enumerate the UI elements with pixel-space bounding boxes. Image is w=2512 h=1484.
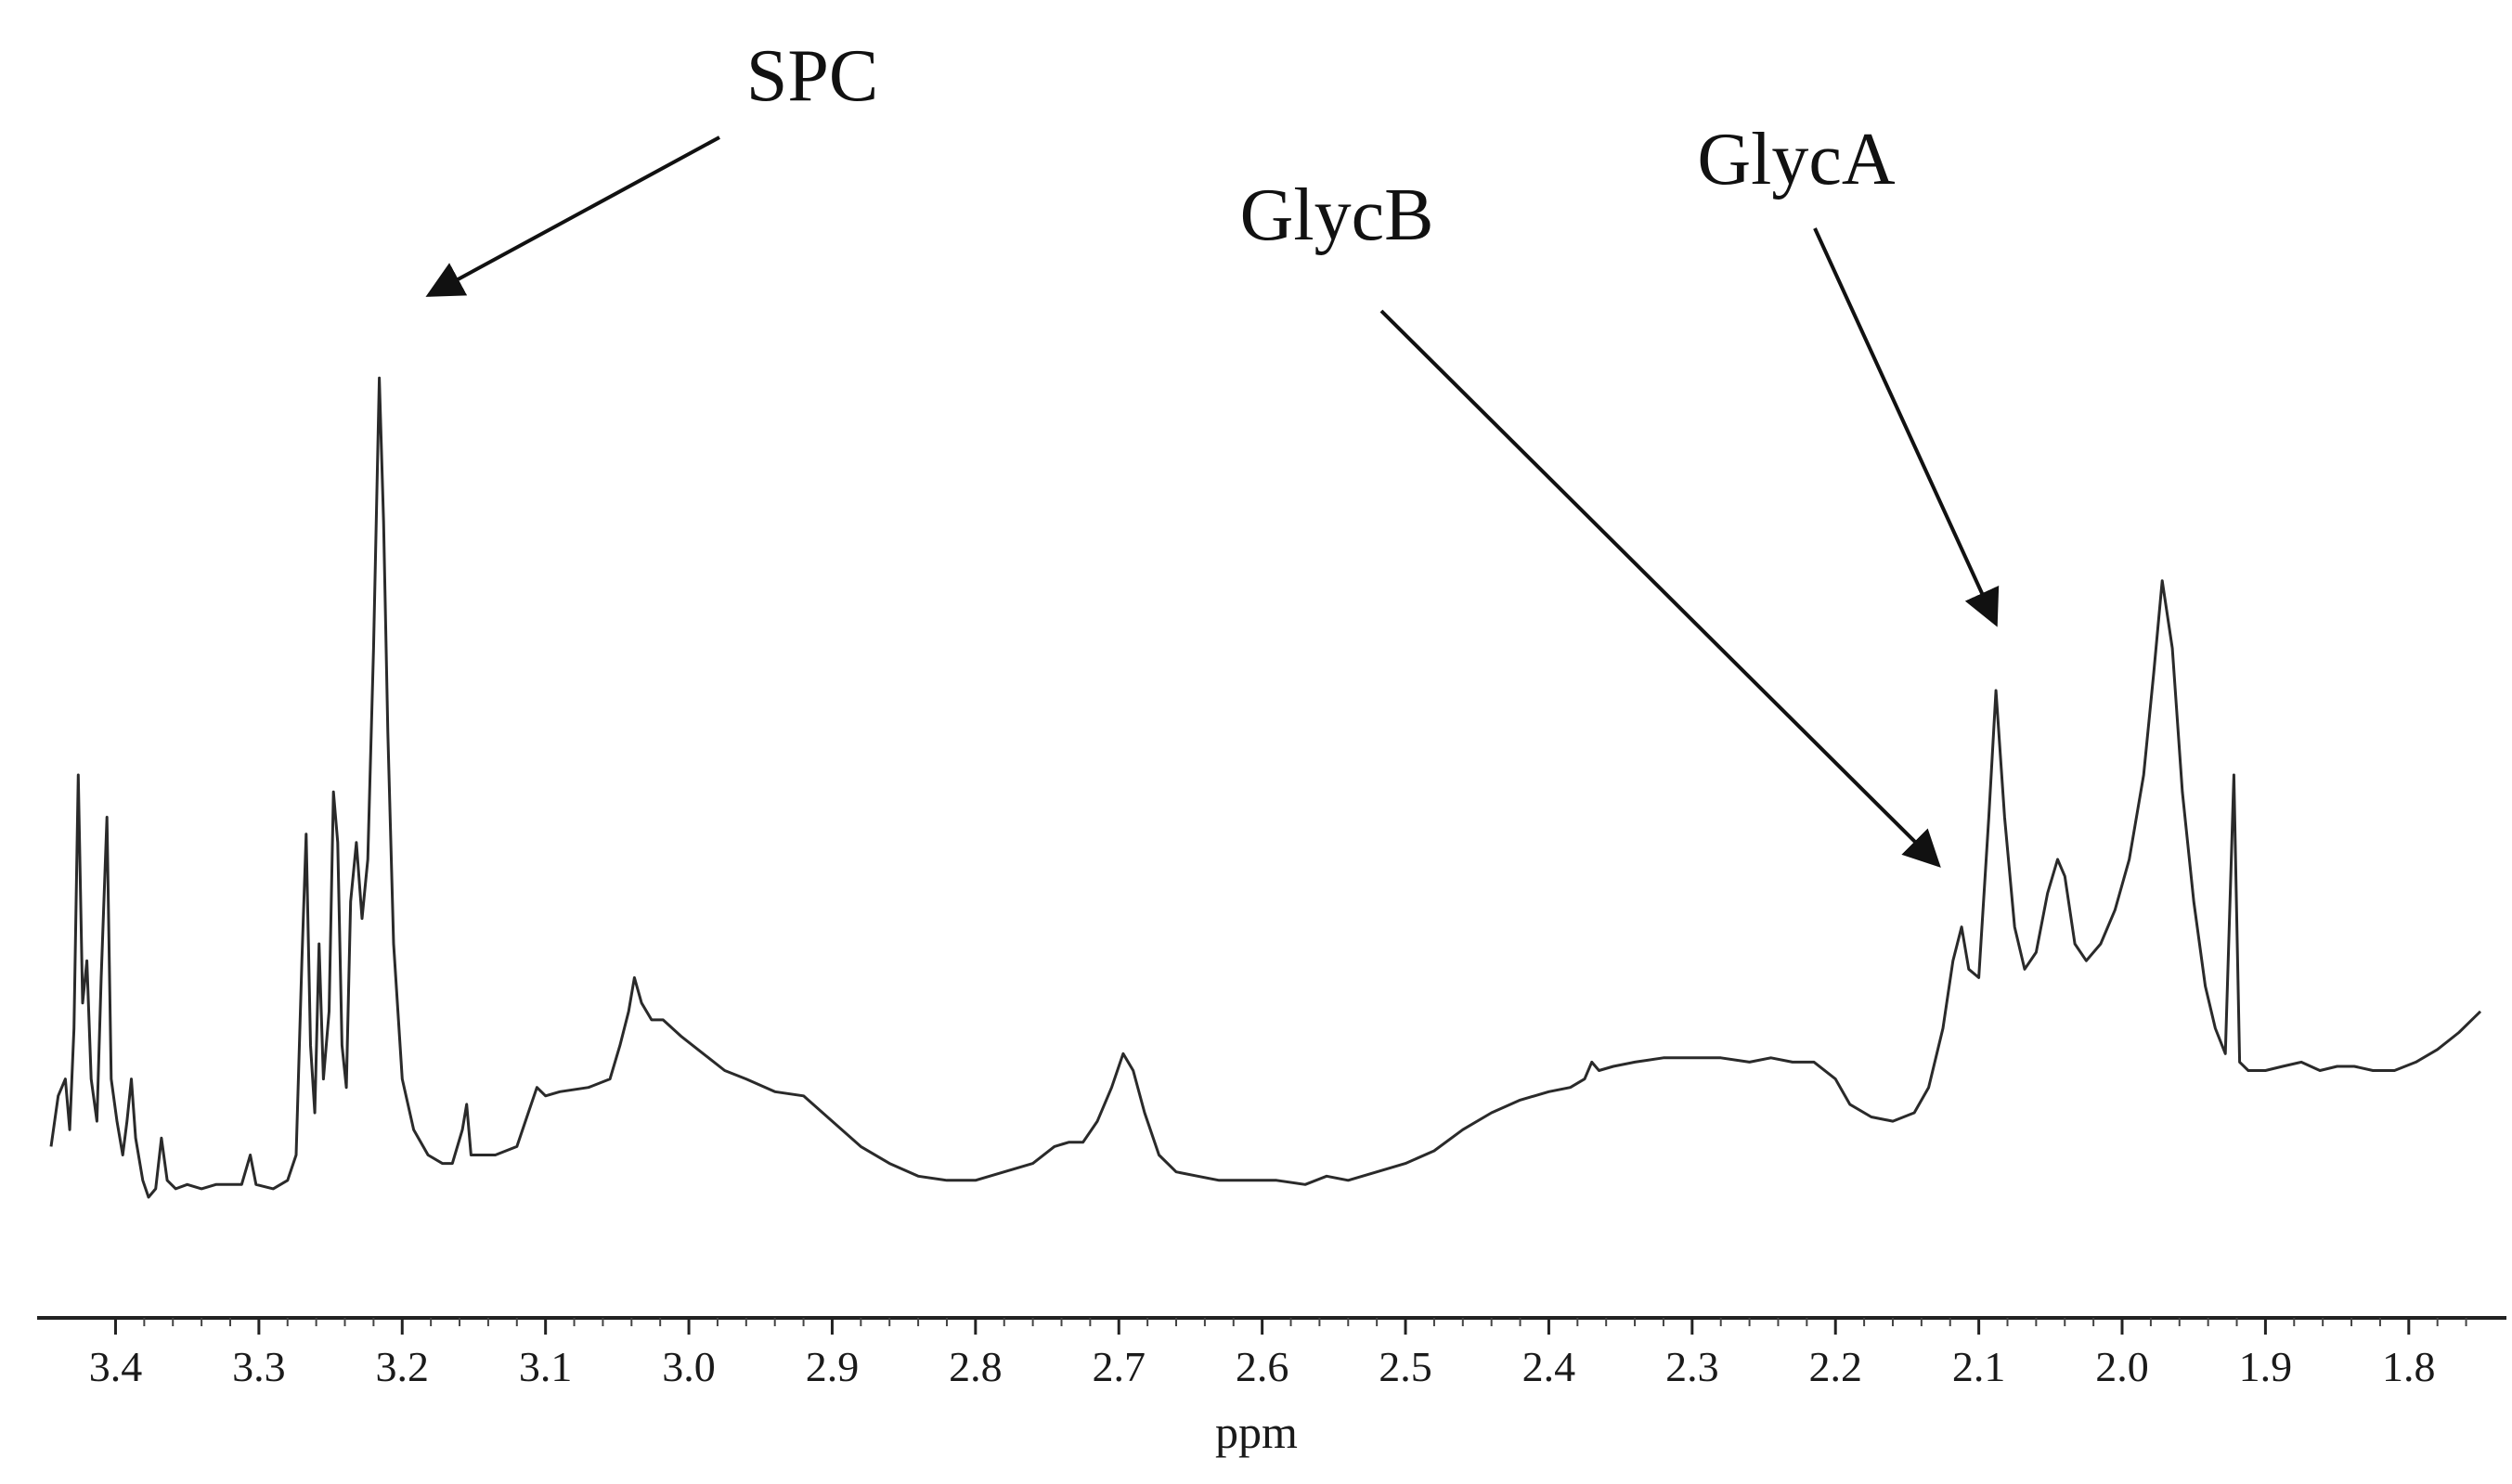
- x-tick-label: 2.4: [1522, 1343, 1576, 1390]
- x-tick-label: 2.3: [1665, 1343, 1719, 1390]
- annotation-arrow-spc: [425, 135, 720, 297]
- x-tick-label: 1.9: [2239, 1343, 2293, 1390]
- x-tick-label: 2.0: [2095, 1343, 2149, 1390]
- x-axis-label: ppm: [1215, 1406, 1298, 1458]
- plot-area: [49, 376, 2482, 1199]
- x-tick-label: 2.8: [949, 1343, 1003, 1390]
- x-axis: 3.4 3.3 3.2 3.1 3.0 2.9 2.8 2.7 2.6 2.5 2.4 2.3 2.2 2…: [37, 1316, 2506, 1390]
- x-tick-label: 3.4: [89, 1343, 143, 1390]
- x-tick-label: 2.6: [1236, 1343, 1289, 1390]
- x-tick-label: 3.1: [519, 1343, 573, 1390]
- x-tick-label: 2.1: [1952, 1343, 2006, 1390]
- x-tick-label: 2.7: [1092, 1343, 1146, 1390]
- spectrum-line-0: [49, 376, 2482, 1199]
- annotation-label-spc: SPC: [746, 35, 878, 117]
- annotation-arrow-glyca: [1813, 227, 2000, 627]
- annotation-label-glyca: GlycA: [1697, 119, 1896, 200]
- x-tick-label: 3.0: [662, 1343, 716, 1390]
- x-tick-label: 2.5: [1379, 1343, 1432, 1390]
- annotations: SPC GlycB GlycA: [425, 35, 2000, 868]
- annotation-arrow-glycb: [1379, 309, 1941, 868]
- annotation-label-glycb: GlycB: [1240, 174, 1434, 256]
- x-tick-label: 2.9: [806, 1343, 860, 1390]
- x-tick-label: 1.8: [2382, 1343, 2436, 1390]
- x-tick-label: 3.2: [376, 1343, 430, 1390]
- x-tick-label: 3.3: [232, 1343, 286, 1390]
- x-tick-label: 2.2: [1808, 1343, 1862, 1390]
